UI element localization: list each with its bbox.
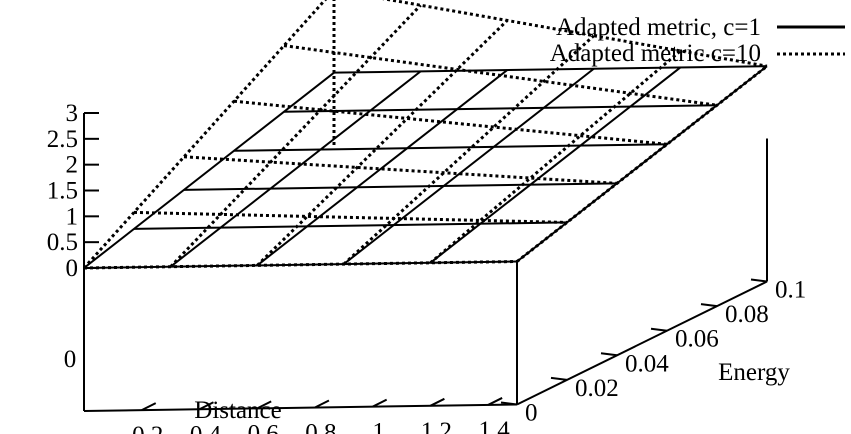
x-tick-label: 1 <box>372 419 385 434</box>
y-tick <box>750 278 768 283</box>
legend-label-solid: Adapted metric, c=1 <box>556 14 761 41</box>
x-tick <box>256 400 272 410</box>
legend-label-dotted: Adapted metric c=10 <box>550 40 761 67</box>
dotted-mesh-line <box>83 260 518 270</box>
y-tick-label: 0.06 <box>675 326 719 353</box>
z-tick-label: 0 <box>66 255 79 282</box>
dotted-mesh-line <box>283 44 718 107</box>
surface-dotted <box>82 0 768 270</box>
solid-mesh-line <box>283 104 718 113</box>
x-tick-label: 1.2 <box>421 418 452 434</box>
y-axis: 0 0.020.040.060.080.1 <box>500 277 806 427</box>
solid-mesh-line <box>429 66 682 264</box>
z-tick-label: 2.5 <box>47 126 78 153</box>
x-tick <box>429 397 445 407</box>
z-axis: 00.511.522.53 <box>47 100 99 282</box>
x-tick <box>314 399 330 409</box>
z-tick-label: 1 <box>66 203 79 230</box>
z-tick-label: 1.5 <box>47 178 78 205</box>
solid-mesh-line <box>343 67 595 265</box>
solid-mesh-line <box>169 70 422 268</box>
dotted-mesh-line <box>169 4 422 268</box>
y-tick <box>650 327 668 332</box>
surfaces <box>82 0 768 270</box>
origin-label: 0 <box>64 346 77 373</box>
y-tick-label: 0.1 <box>775 277 806 304</box>
x-axis: 0.2 0.4 0.6 0.8 1 1.2 1.4 <box>132 397 511 434</box>
dotted-mesh-line <box>133 210 568 224</box>
x-tick-label: 0.8 <box>305 420 336 434</box>
solid-mesh-line <box>183 182 618 191</box>
solid-mesh-line <box>233 143 668 152</box>
x-tick <box>372 398 388 408</box>
dotted-mesh-line <box>256 19 509 267</box>
base-edge-right <box>516 280 768 406</box>
y-axis-title: Energy <box>718 359 790 386</box>
surface-solid <box>83 65 768 269</box>
x-axis-title: Distance <box>194 397 281 424</box>
legend: Adapted metric, c=1 Adapted metric c=10 <box>550 14 845 67</box>
x-tick <box>141 402 157 412</box>
x-tick <box>199 401 214 411</box>
dotted-mesh-line <box>82 0 328 270</box>
x-tick-label: 0.6 <box>248 420 279 434</box>
solid-mesh-line <box>333 65 768 74</box>
z-tick-label: 3 <box>66 100 79 127</box>
y-tick-label: 0 <box>525 400 538 427</box>
dotted-mesh-line <box>516 64 768 263</box>
x-tick-label: 0.2 <box>132 422 163 434</box>
y-tick <box>600 352 618 357</box>
y-tick-label: 0.02 <box>575 375 619 402</box>
z-tick-label: 2 <box>66 152 79 179</box>
y-tick <box>500 401 518 406</box>
y-tick <box>550 376 568 381</box>
plot-box <box>83 138 768 412</box>
dotted-mesh-line <box>183 155 618 185</box>
solid-mesh-line <box>83 71 335 269</box>
z-tick-label: 0.5 <box>47 229 78 256</box>
y-tick-label: 0.08 <box>725 301 769 328</box>
base-edge-front <box>83 403 518 412</box>
dotted-mesh-line <box>429 49 682 264</box>
x-tick-label: 0.4 <box>190 421 222 434</box>
x-tick-label: 1.4 <box>479 417 511 434</box>
dotted-mesh-line <box>233 99 668 146</box>
dotted-mesh-line <box>382 0 768 68</box>
solid-mesh-line <box>133 221 568 230</box>
dotted-mesh-line <box>342 34 595 266</box>
y-tick-label: 0.04 <box>625 350 669 377</box>
y-tick <box>700 303 718 308</box>
x-tick <box>487 397 503 406</box>
